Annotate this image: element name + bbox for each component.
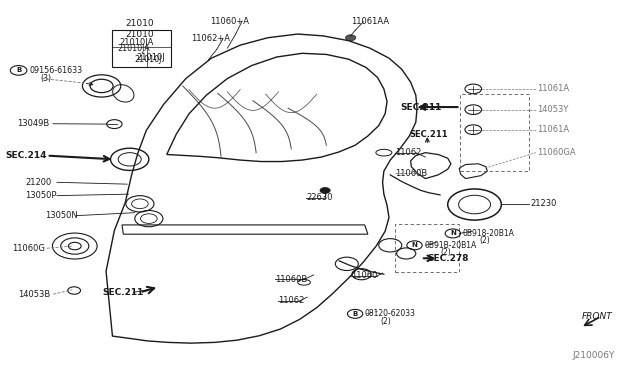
Circle shape (346, 35, 356, 41)
Text: FRONT: FRONT (582, 312, 612, 321)
Text: SEC.214: SEC.214 (6, 151, 47, 160)
Text: 11060G: 11060G (12, 244, 45, 253)
Text: 11061AA: 11061AA (351, 17, 388, 26)
Text: (2): (2) (479, 236, 490, 246)
Text: 21010J: 21010J (136, 52, 165, 61)
Text: 21230: 21230 (531, 199, 557, 208)
Text: 11060: 11060 (351, 271, 377, 280)
Text: 22630: 22630 (306, 193, 332, 202)
Text: 21010JA: 21010JA (117, 44, 150, 53)
Text: 14053Y: 14053Y (537, 105, 568, 114)
Text: 11060B: 11060B (275, 275, 308, 284)
Text: J210006Y: J210006Y (572, 351, 614, 360)
Text: 11062: 11062 (278, 296, 304, 305)
Text: 13050N: 13050N (45, 211, 78, 220)
Text: SEC.278: SEC.278 (428, 254, 468, 263)
Text: 11061A: 11061A (537, 84, 569, 93)
Text: 21010: 21010 (125, 30, 154, 39)
Text: 21010J: 21010J (135, 55, 162, 64)
Text: SEC.211: SEC.211 (103, 288, 144, 297)
Text: 11060B: 11060B (396, 169, 428, 177)
Text: 08120-62033: 08120-62033 (365, 310, 416, 318)
Text: (2): (2) (440, 248, 451, 257)
Text: N: N (450, 230, 456, 237)
Text: SEC.211: SEC.211 (410, 130, 448, 140)
Text: 11060+A: 11060+A (210, 17, 249, 26)
Text: 11062+A: 11062+A (191, 34, 230, 44)
Text: 21010: 21010 (125, 19, 154, 28)
Text: B: B (353, 311, 358, 317)
Text: B: B (16, 67, 21, 73)
Text: 0B918-20B1A: 0B918-20B1A (463, 229, 515, 238)
Text: SEC.211: SEC.211 (401, 103, 442, 112)
Text: N: N (412, 242, 417, 248)
Text: 21200: 21200 (25, 178, 51, 187)
Text: 09156-61633: 09156-61633 (29, 66, 83, 75)
Text: (2): (2) (381, 317, 392, 326)
Text: 11062: 11062 (396, 148, 422, 157)
Text: 14053B: 14053B (19, 290, 51, 299)
Text: 13049B: 13049B (17, 119, 49, 128)
Text: 11060GA: 11060GA (537, 148, 576, 157)
Text: 11061A: 11061A (537, 125, 569, 134)
Text: 0B91B-20B1A: 0B91B-20B1A (424, 241, 476, 250)
Text: 21010JA: 21010JA (120, 38, 154, 47)
Text: (3): (3) (40, 74, 51, 83)
Circle shape (320, 187, 330, 193)
Text: 13050P: 13050P (25, 191, 56, 200)
